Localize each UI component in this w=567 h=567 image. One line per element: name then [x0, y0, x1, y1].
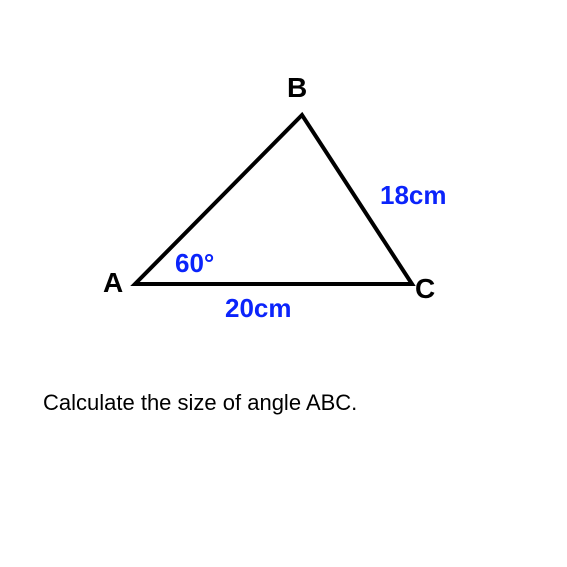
vertex-b-label: B [287, 72, 307, 104]
angle-a-label: 60° [175, 248, 214, 279]
side-bc-length: 18cm [380, 180, 447, 211]
vertex-a-label: A [103, 267, 123, 299]
triangle-shape [0, 0, 567, 567]
diagram-canvas: A B C 20cm 18cm 60° Calculate the size o… [0, 0, 567, 567]
vertex-c-label: C [415, 273, 435, 305]
question-text: Calculate the size of angle ABC. [43, 390, 357, 416]
side-ac-length: 20cm [225, 293, 292, 324]
